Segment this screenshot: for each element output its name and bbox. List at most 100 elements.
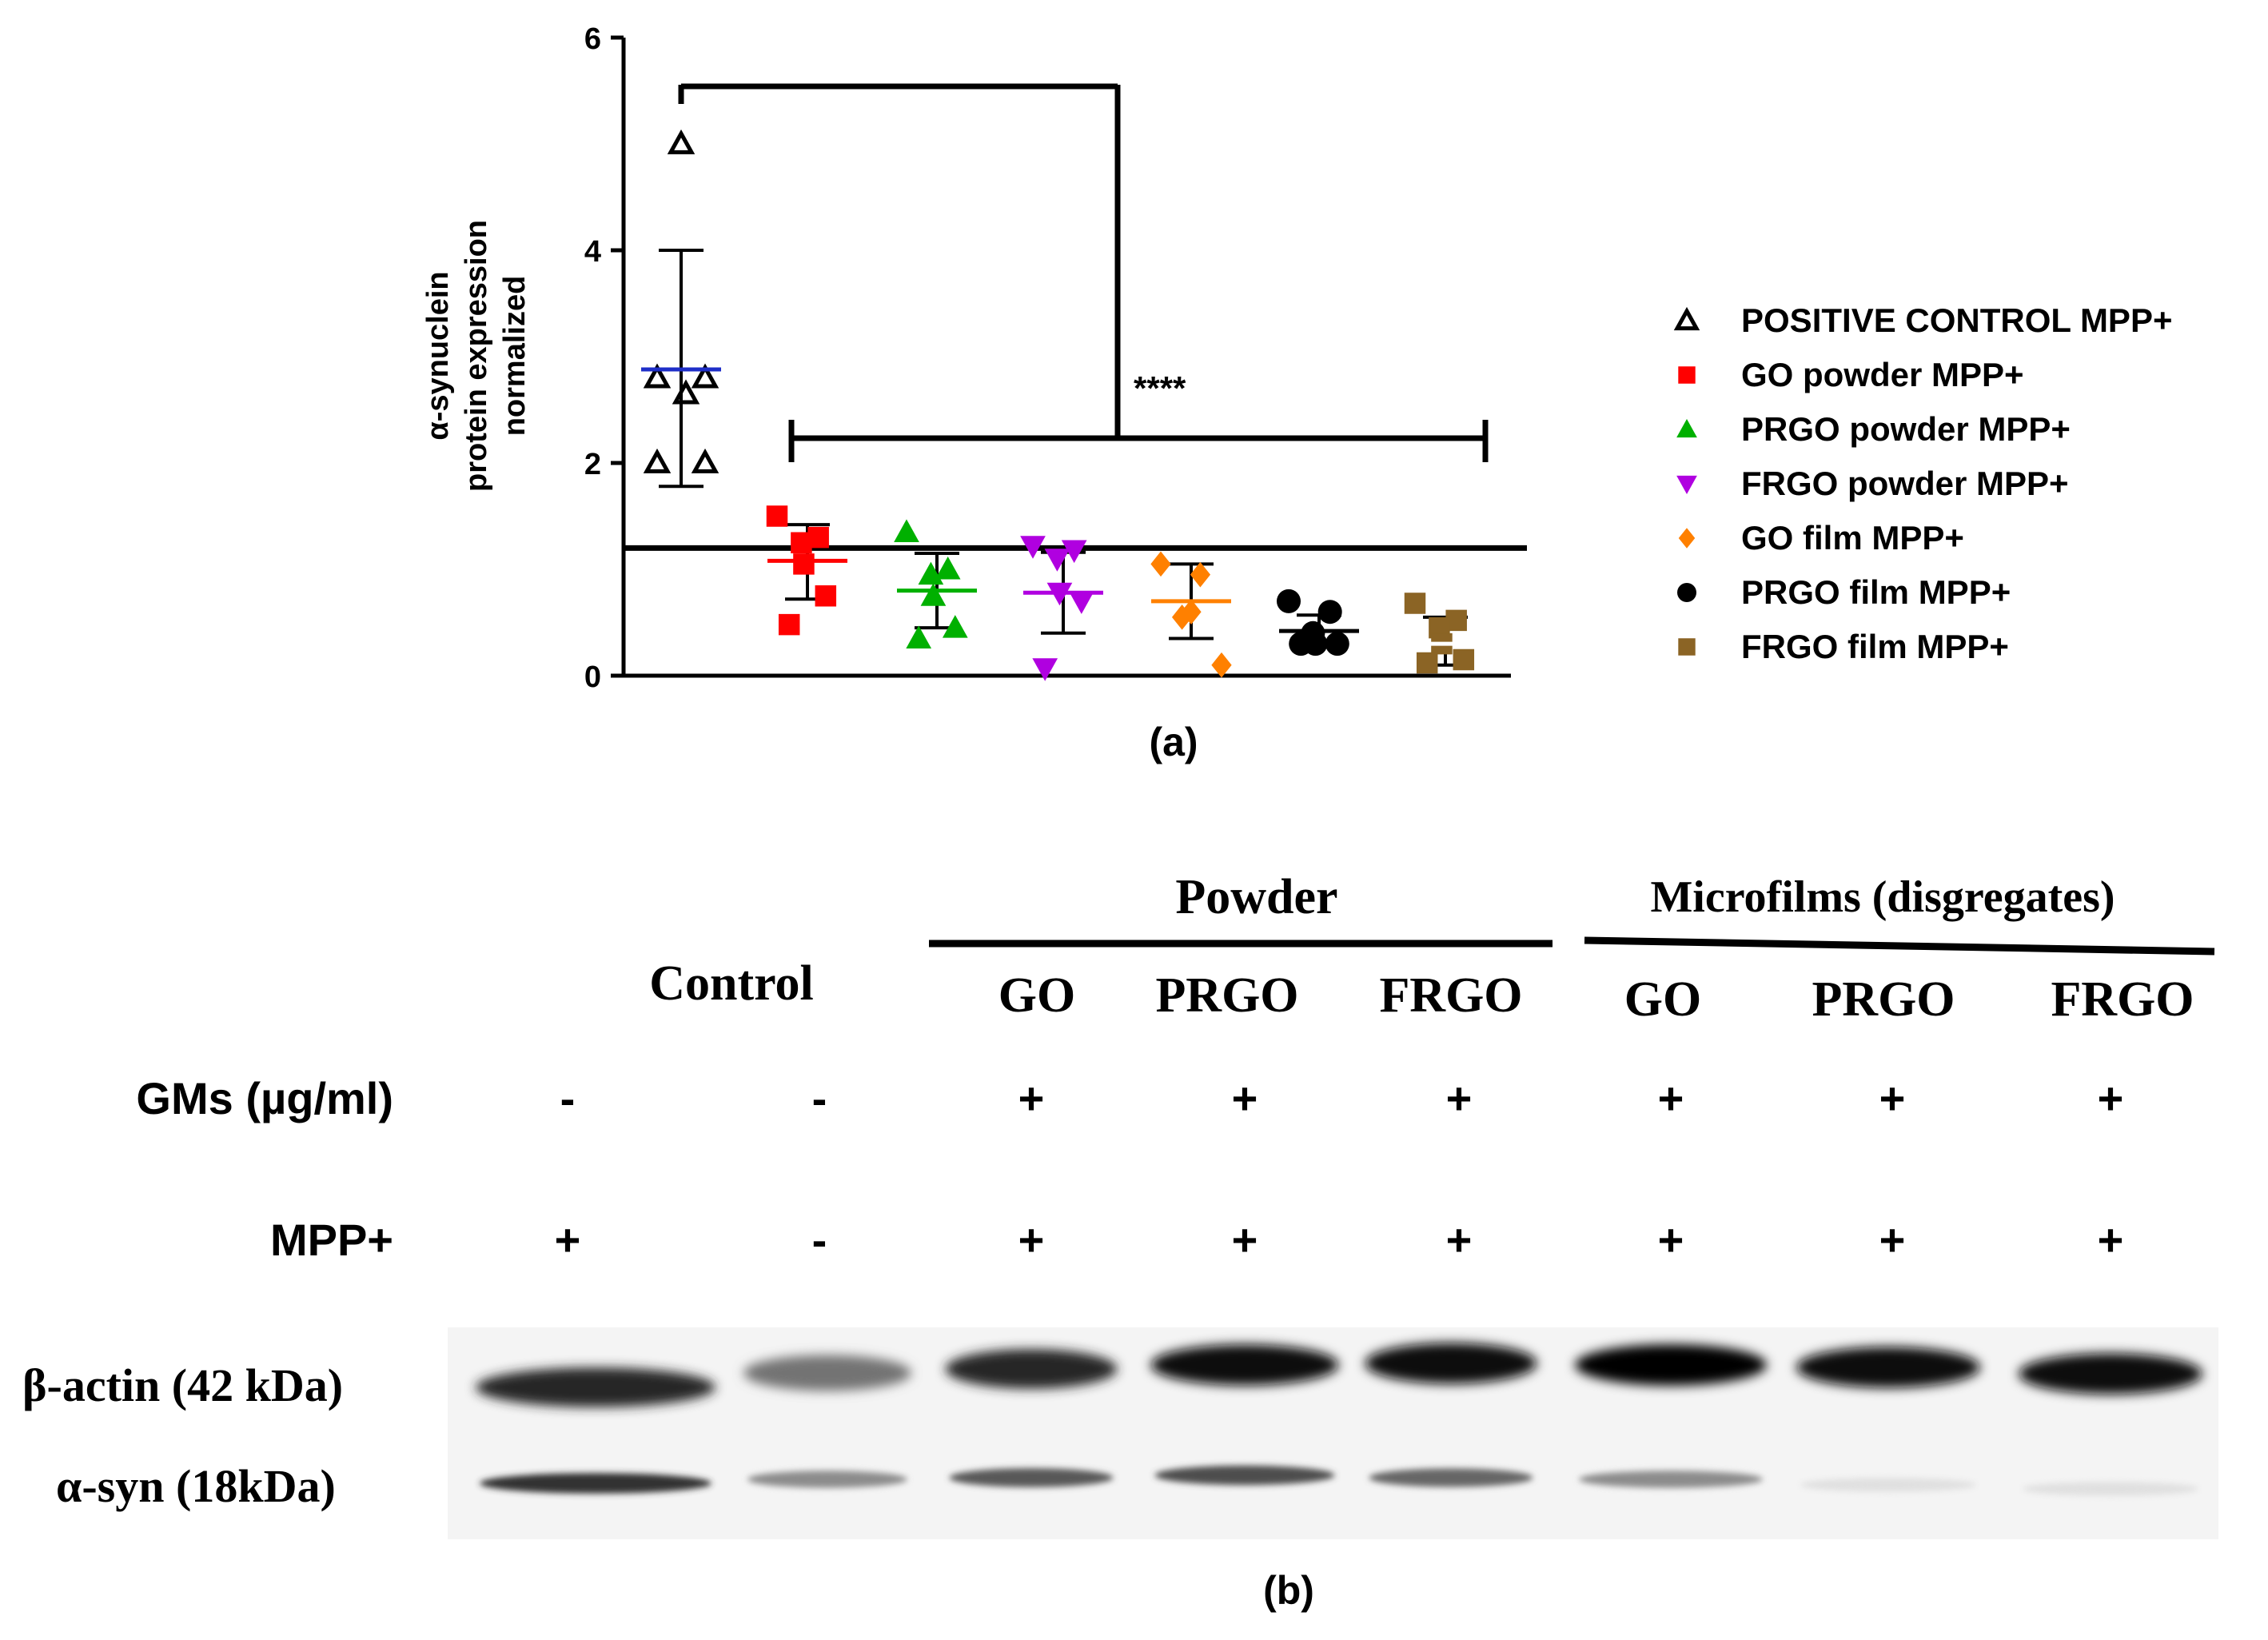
data-point (1020, 536, 1046, 559)
alpha-syn-band (747, 1470, 907, 1488)
panel-b-blot: Control Powder Microfilms (disgregates) … (22, 870, 2218, 1613)
y-tick-label: 2 (584, 448, 601, 481)
series-group (1404, 593, 1485, 674)
legend-marker (1676, 475, 1697, 495)
beta-actin-band (1575, 1344, 1767, 1386)
series-group (894, 519, 977, 648)
group-label-microfilms: Microfilms (disgregates) (1650, 872, 2115, 922)
beta-actin-band (1150, 1344, 1339, 1386)
lane-label: GO (998, 968, 1075, 1023)
data-point (1211, 652, 1232, 678)
row-label-gms: GMs (µg/ml) (136, 1073, 393, 1123)
series-group (1020, 536, 1103, 681)
legend-label: GO film MPP+ (1741, 519, 1964, 557)
treatment-sign: + (1446, 1215, 1473, 1265)
beta-actin-band (743, 1355, 911, 1391)
lane-label: PRGO (1155, 968, 1298, 1023)
data-point (1277, 589, 1301, 613)
data-point (1171, 605, 1193, 630)
alpha-syn-band (949, 1468, 1114, 1487)
data-point (691, 448, 719, 473)
data-point (906, 625, 932, 648)
legend-label: PRGO film MPP+ (1741, 573, 2011, 611)
y-tick-label: 0 (584, 660, 601, 694)
legend-marker (1678, 528, 1696, 549)
data-point (791, 532, 812, 553)
alpha-syn-band (1579, 1470, 1763, 1488)
y-axis-label-line3: normalized (498, 276, 532, 437)
legend: POSITIVE CONTROL MPP+ GO powder MPP+ PRGO … (1673, 301, 2172, 665)
data-point (815, 585, 837, 607)
data-point (894, 519, 919, 542)
data-point (793, 553, 815, 575)
beta-actin-band (476, 1367, 715, 1407)
treatment-sign: + (1232, 1215, 1258, 1265)
data-point (672, 379, 700, 405)
panel-a-chart: 0 2 4 6 α-synuclein protein expression norm… (421, 22, 2172, 764)
data-point (1044, 549, 1070, 572)
alpha-syn-band (1369, 1468, 1533, 1487)
data-point (1190, 561, 1211, 588)
beta-actin-band (1365, 1343, 1537, 1384)
row-label-mpp: MPP+ (270, 1215, 393, 1265)
data-point (643, 448, 672, 473)
band-label-beta-actin: β-actin (42 kDa) (22, 1359, 343, 1411)
legend-label: GO powder MPP+ (1741, 356, 2024, 393)
alpha-syn-band (480, 1473, 711, 1494)
data-point (766, 505, 788, 527)
series-group (1150, 551, 1232, 678)
legend-marker (1676, 418, 1697, 438)
treatment-sign: + (2098, 1073, 2124, 1123)
legend-marker (1678, 366, 1696, 384)
data-point (1150, 551, 1171, 577)
data-point (1068, 591, 1094, 614)
lane-label: PRGO (1812, 972, 1955, 1027)
treatment-sign: + (1879, 1215, 1906, 1265)
legend-label: FRGO film MPP+ (1741, 628, 2009, 665)
data-point (920, 583, 947, 606)
microfilms-group-line (1584, 936, 2215, 956)
data-point (918, 561, 944, 585)
legend-label: POSITIVE CONTROL MPP+ (1741, 301, 2172, 339)
treatment-sign: + (555, 1215, 581, 1265)
treatment-sign: + (1658, 1073, 1684, 1123)
series-group (641, 129, 721, 489)
treatment-sign: - (812, 1073, 827, 1123)
data-point (1416, 652, 1438, 674)
legend-marker (1677, 583, 1696, 602)
lane-label: FRGO (2051, 972, 2194, 1027)
data-point (778, 613, 800, 636)
data-point (1289, 632, 1313, 656)
data-point (691, 363, 719, 389)
alpha-syn-band (2023, 1482, 2198, 1496)
data-point (667, 129, 696, 154)
data-point (935, 556, 961, 580)
y-tick-label: 6 (584, 22, 601, 56)
legend-marker (1673, 306, 1700, 331)
treatment-sign: + (1879, 1073, 1906, 1123)
legend-marker (1678, 638, 1696, 656)
treatment-sign: - (560, 1073, 576, 1123)
y-axis-label-line1: α-synuclein (421, 271, 455, 440)
group-label-powder: Powder (1175, 870, 1337, 924)
data-point (1317, 600, 1342, 624)
data-point (942, 615, 968, 638)
panel-a-caption: (a) (1149, 720, 1198, 764)
beta-actin-band (1796, 1347, 1980, 1388)
treatment-sign: + (2098, 1215, 2124, 1265)
series-group (1277, 589, 1359, 656)
lane-label: GO (1624, 972, 1701, 1027)
treatment-sign: + (1018, 1215, 1045, 1265)
data-point (1453, 648, 1475, 671)
beta-actin-band (945, 1349, 1118, 1389)
legend-label: FRGO powder MPP+ (1741, 465, 2069, 502)
series-group (766, 505, 847, 636)
band-label-alpha-syn: α-syn (18kDa) (56, 1460, 336, 1512)
alpha-syn-band (1800, 1478, 1976, 1492)
treatment-sign: + (1658, 1215, 1684, 1265)
lane-label: FRGO (1379, 968, 1522, 1023)
beta-actin-band (2019, 1353, 2202, 1395)
data-point (1404, 593, 1426, 614)
treatment-sign: - (812, 1215, 827, 1265)
